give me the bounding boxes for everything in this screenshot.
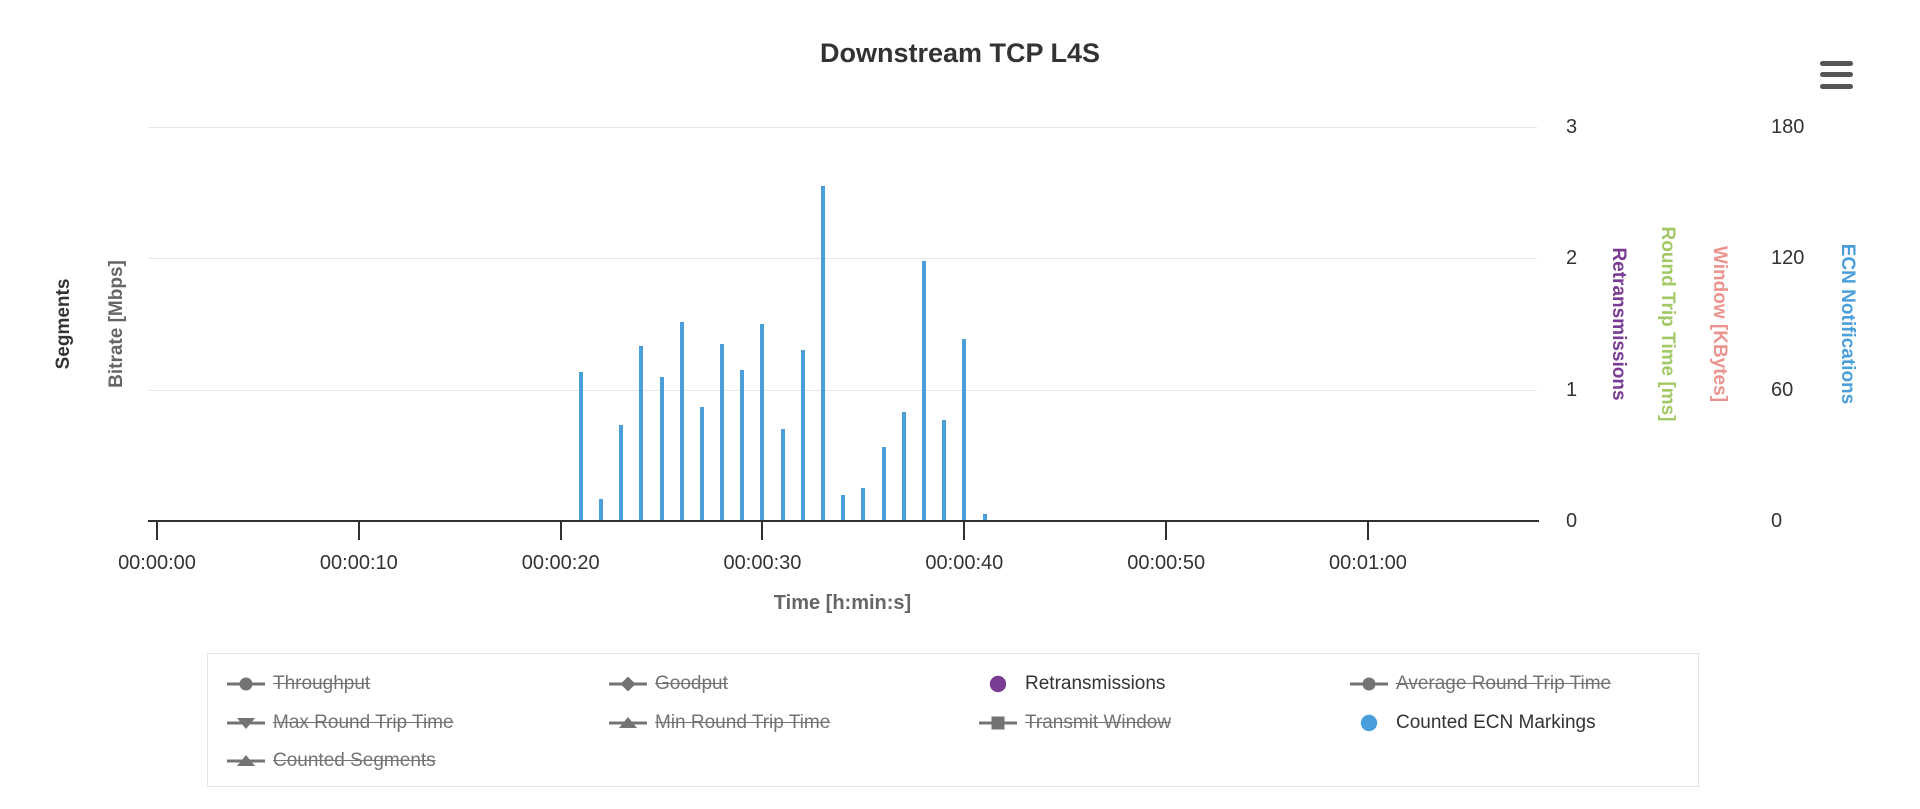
bar-counted-ecn-markings[interactable]	[901, 411, 906, 521]
x-axis-tick-label: 00:01:00	[1329, 552, 1407, 574]
bar-counted-ecn-markings[interactable]	[639, 345, 644, 521]
y-axis-title-ecn-notifications: ECN Notifications	[1837, 243, 1858, 405]
y-axis-title-round-trip-time-ms-: Round Trip Time [ms]	[1657, 226, 1678, 422]
x-axis-tick-label: 00:00:50	[1127, 552, 1206, 574]
bar-counted-ecn-markings[interactable]	[982, 514, 987, 521]
series-dot-icon	[978, 674, 1018, 694]
series-line-triangle-up-icon	[608, 713, 648, 733]
series-line-circle-icon	[226, 674, 266, 694]
x-axis-tick	[559, 522, 562, 540]
ecn-tick-label: 0	[1771, 510, 1783, 532]
legend-item-label: Throughput	[273, 673, 371, 694]
bar-counted-ecn-markings[interactable]	[942, 420, 947, 521]
legend-item-min-round-trip-time[interactable]: Min Round Trip Time	[608, 709, 830, 737]
legend-item-label: Retransmissions	[1025, 673, 1166, 694]
retransmissions-tick-label: 3	[1566, 116, 1578, 138]
legend-item-retransmissions[interactable]: Retransmissions	[978, 670, 1165, 698]
legend-item-max-round-trip-time[interactable]: Max Round Trip Time	[226, 709, 454, 737]
bar-counted-ecn-markings[interactable]	[679, 321, 684, 521]
bar-counted-ecn-markings[interactable]	[599, 499, 604, 521]
series-line-triangle-up-icon	[226, 751, 266, 771]
x-axis-tick-label: 00:00:00	[118, 552, 196, 574]
x-axis-title: Time [h:min:s]	[773, 592, 912, 614]
y-axis-title-segments: Segments	[53, 278, 74, 370]
gridline	[148, 258, 1537, 260]
legend-item-label: Counted ECN Markings	[1396, 712, 1596, 733]
bar-counted-ecn-markings[interactable]	[841, 494, 846, 521]
x-axis-tick	[761, 522, 764, 540]
legend-item-goodput[interactable]: Goodput	[608, 670, 728, 698]
chart-menu-button[interactable]	[1820, 54, 1860, 94]
y-axis-title-retransmissions: Retransmissions	[1608, 247, 1629, 401]
bar-counted-ecn-markings[interactable]	[962, 339, 967, 521]
chart-title: Downstream TCP L4S	[819, 38, 1101, 68]
x-axis-tick	[357, 522, 360, 540]
legend-item-transmit-window[interactable]: Transmit Window	[978, 709, 1171, 737]
legend-item-label: Max Round Trip Time	[273, 712, 454, 733]
series-line-square-icon	[978, 713, 1018, 733]
legend-item-label: Transmit Window	[1025, 712, 1172, 733]
bar-counted-ecn-markings[interactable]	[578, 372, 583, 521]
x-axis-tick	[156, 522, 158, 540]
x-axis-line	[148, 520, 1539, 522]
legend-item-counted-segments[interactable]: Counted Segments	[226, 747, 436, 775]
ecn-tick-label: 120	[1771, 247, 1805, 270]
x-axis-tick-label: 00:00:30	[723, 552, 802, 574]
x-axis-tick	[1165, 522, 1168, 540]
x-axis-tick-label: 00:00:20	[521, 552, 600, 574]
x-axis-tick	[963, 522, 966, 540]
series-line-circle-icon	[1349, 674, 1389, 694]
bar-counted-ecn-markings[interactable]	[780, 429, 785, 521]
legend-item-label: Counted Segments	[273, 750, 436, 771]
legend-item-counted-ecn-markings[interactable]: Counted ECN Markings	[1349, 709, 1596, 737]
plot-area	[148, 127, 1537, 521]
legend-item-label: Average Round Trip Time	[1396, 673, 1612, 694]
retransmissions-tick-label: 0	[1566, 510, 1578, 532]
x-axis-tick-label: 00:00:10	[319, 552, 398, 574]
legend-item-label: Goodput	[655, 673, 728, 694]
series-dot-icon	[1349, 713, 1389, 733]
gridline	[148, 127, 1537, 128]
legend-item-average-round-trip-time[interactable]: Average Round Trip Time	[1349, 670, 1611, 698]
y-axis-title-window-kbytes-: Window [KBytes]	[1709, 245, 1730, 403]
retransmissions-tick-label: 1	[1566, 378, 1578, 401]
bar-counted-ecn-markings[interactable]	[720, 343, 725, 521]
bar-counted-ecn-markings[interactable]	[760, 324, 765, 521]
hamburger-icon	[1820, 60, 1860, 89]
ecn-tick-label: 60	[1771, 378, 1794, 401]
series-line-triangle-down-icon	[226, 713, 266, 733]
legend-item-throughput[interactable]: Throughput	[226, 670, 370, 698]
bar-counted-ecn-markings[interactable]	[659, 376, 664, 521]
ecn-tick-label: 180	[1771, 116, 1805, 138]
bar-counted-ecn-markings[interactable]	[699, 407, 704, 521]
bar-counted-ecn-markings[interactable]	[921, 260, 926, 521]
y-axis-title-bitrate-mbps-: Bitrate [Mbps]	[106, 260, 127, 388]
legend: Throughput Goodput Retransmissions Average …	[207, 653, 1699, 787]
x-axis-tick-label: 00:00:40	[925, 552, 1004, 574]
x-axis-tick	[1366, 522, 1369, 540]
legend-item-label: Min Round Trip Time	[655, 712, 831, 733]
bar-counted-ecn-markings[interactable]	[821, 186, 826, 521]
bar-counted-ecn-markings[interactable]	[881, 446, 886, 521]
gridline	[148, 389, 1537, 391]
bar-counted-ecn-markings[interactable]	[740, 369, 745, 521]
bar-counted-ecn-markings[interactable]	[800, 350, 805, 521]
bar-counted-ecn-markings[interactable]	[619, 424, 624, 521]
retransmissions-tick-label: 2	[1566, 247, 1578, 270]
series-line-diamond-icon	[608, 674, 648, 694]
bar-counted-ecn-markings[interactable]	[861, 488, 866, 521]
